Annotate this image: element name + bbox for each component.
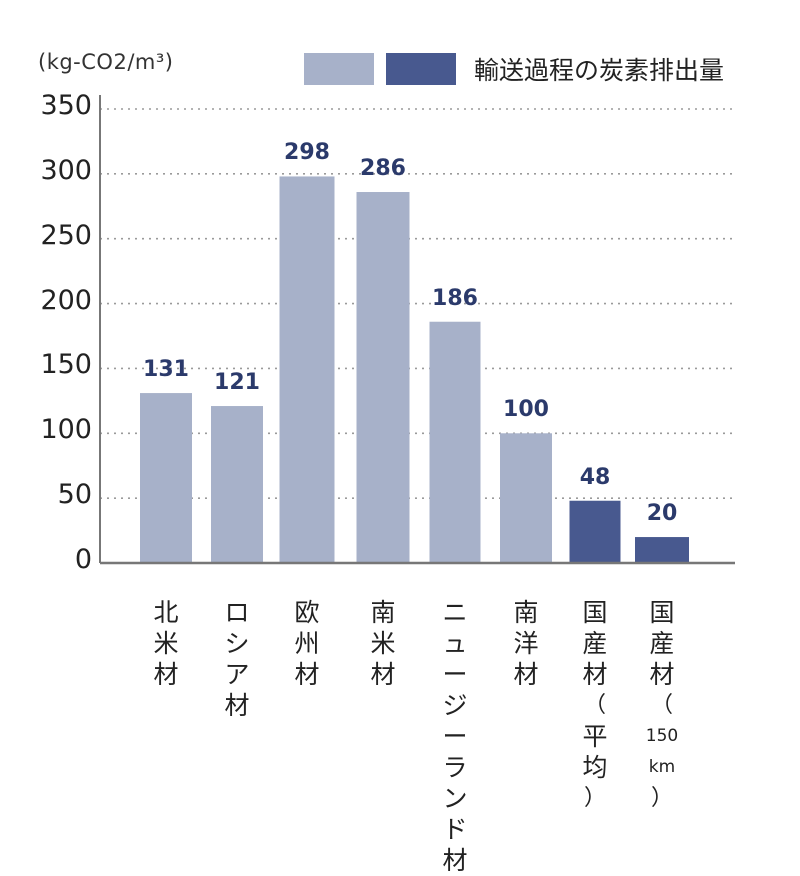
bar-value-label: 298 <box>284 140 330 166</box>
category-label: ニュージーランド材 <box>442 598 468 875</box>
y-tick-label: 200 <box>40 284 92 316</box>
category-label: 南洋材 <box>513 598 539 689</box>
bar-value-label: 286 <box>360 156 406 182</box>
y-tick-label: 0 <box>74 544 92 575</box>
bar <box>569 500 621 563</box>
category-label: 南米材 <box>370 598 396 689</box>
bar <box>211 406 263 563</box>
bar <box>140 393 192 563</box>
bar-value-label: 20 <box>646 501 678 527</box>
bar-value-label: 48 <box>579 464 611 490</box>
bar <box>500 433 552 563</box>
y-tick-label: 350 <box>40 90 92 121</box>
y-tick-label: 100 <box>40 414 92 446</box>
y-tick-label: 300 <box>40 154 92 186</box>
bar <box>279 176 335 564</box>
legend-swatch-light <box>304 53 374 85</box>
bar-value-label: 121 <box>214 370 260 396</box>
y-tick-label: 150 <box>40 349 92 381</box>
legend-swatch-dark <box>386 53 456 85</box>
legend: 輸送過程の炭素排出量 <box>304 52 724 86</box>
category-label: 国産材（150 km） <box>645 598 679 811</box>
bar-value-label: 131 <box>143 357 189 383</box>
bar-value-label: 186 <box>432 285 478 311</box>
bar <box>429 321 481 563</box>
category-label: 北米材 <box>153 598 179 689</box>
bar-value-label: 100 <box>503 397 549 423</box>
category-label: 欧州材 <box>294 598 320 689</box>
y-axis-unit-label: (kg-CO2/m³) <box>38 50 174 74</box>
category-label: 国産材（平均） <box>582 598 608 811</box>
category-label: ロシア材 <box>224 598 250 720</box>
bar <box>635 537 689 563</box>
y-tick-label: 250 <box>40 219 92 251</box>
legend-label: 輸送過程の炭素排出量 <box>474 56 725 85</box>
y-tick-label: 50 <box>57 479 92 511</box>
bar <box>356 192 410 563</box>
